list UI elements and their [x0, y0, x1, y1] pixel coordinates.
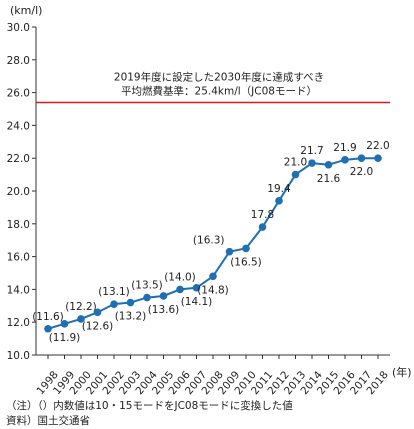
data-point	[44, 324, 52, 333]
y-tick-label: 16.0	[7, 252, 30, 264]
y-tick-label: 28.0	[7, 55, 30, 67]
y-tick-label: 24.0	[7, 120, 30, 132]
data-point	[225, 247, 234, 256]
data-point	[275, 197, 283, 205]
data-point	[242, 244, 250, 253]
y-tick-label: 10.0	[7, 350, 30, 362]
target-label-line1: 2019年度に設定した2030年度に達成すべき	[114, 70, 324, 83]
data-point	[143, 293, 151, 302]
data-point	[357, 154, 366, 162]
data-label: (16.3)	[193, 235, 225, 247]
x-axis: 1998199920002001200220032004200520062007…	[35, 355, 391, 397]
data-point	[258, 223, 267, 231]
data-label: 17.8	[251, 209, 274, 221]
data-label: (14.8)	[197, 284, 229, 296]
data-point	[308, 159, 316, 167]
x-unit-label: (年)	[392, 365, 412, 379]
data-point	[374, 154, 382, 162]
target-label-line2: 平均燃費基準：25.4km/l（JC08モード）	[121, 84, 317, 97]
y-tick-label: 26.0	[7, 88, 30, 100]
data-label: (13.1)	[98, 286, 130, 298]
data-label: (11.9)	[49, 332, 81, 344]
data-point	[291, 170, 300, 179]
data-label: 19.4	[267, 183, 291, 195]
data-point	[60, 320, 69, 328]
note-text: （注）（）内数値は10・15モードをJC08モードに変換した値	[6, 400, 293, 412]
data-point	[77, 315, 85, 323]
data-label: (16.5)	[230, 256, 262, 268]
y-unit-label: (km/l)	[10, 4, 42, 17]
data-label: (13.2)	[115, 311, 147, 323]
target-line-group: 2019年度に設定した2030年度に達成すべき平均燃費基準：25.4km/l（J…	[36, 70, 390, 104]
data-label: (11.6)	[32, 311, 64, 323]
data-series: (11.6)(11.9)(12.2)(12.6)(13.1)(13.2)(13.…	[32, 140, 389, 344]
y-axis: 10.0 12.0 14.0 16.0 18.0 20.0 22.0 24.0 26.0 28.0…	[7, 22, 390, 362]
data-label: 21.7	[300, 145, 323, 157]
data-label: (12.2)	[65, 301, 97, 313]
data-label: 21.6	[317, 173, 341, 185]
data-label: 22.0	[350, 166, 373, 178]
data-label: 21.0	[284, 157, 307, 169]
y-tick-label: 22.0	[7, 153, 30, 165]
data-label: 22.0	[366, 140, 389, 152]
data-label: (14.0)	[164, 271, 196, 283]
data-point	[110, 300, 118, 308]
y-tick-label: 18.0	[7, 219, 30, 231]
data-label: (13.6)	[148, 304, 180, 316]
data-point	[324, 160, 333, 169]
data-point	[159, 292, 168, 300]
y-tick-label: 30.0	[7, 22, 30, 34]
data-point	[192, 283, 201, 292]
data-point	[341, 156, 349, 164]
y-tick-label: 14.0	[7, 284, 30, 296]
data-point	[126, 298, 135, 307]
data-point	[93, 308, 102, 317]
data-label: (13.5)	[131, 280, 163, 292]
y-tick-label: 20.0	[7, 186, 30, 198]
data-label: 21.9	[333, 142, 356, 154]
data-point	[176, 285, 184, 294]
data-label: (12.6)	[82, 320, 114, 332]
data-point	[209, 272, 217, 281]
y-tick-label: 12.0	[7, 317, 30, 329]
data-label: (14.1)	[181, 296, 213, 308]
source-text: 資料）国土交通省	[6, 415, 90, 427]
